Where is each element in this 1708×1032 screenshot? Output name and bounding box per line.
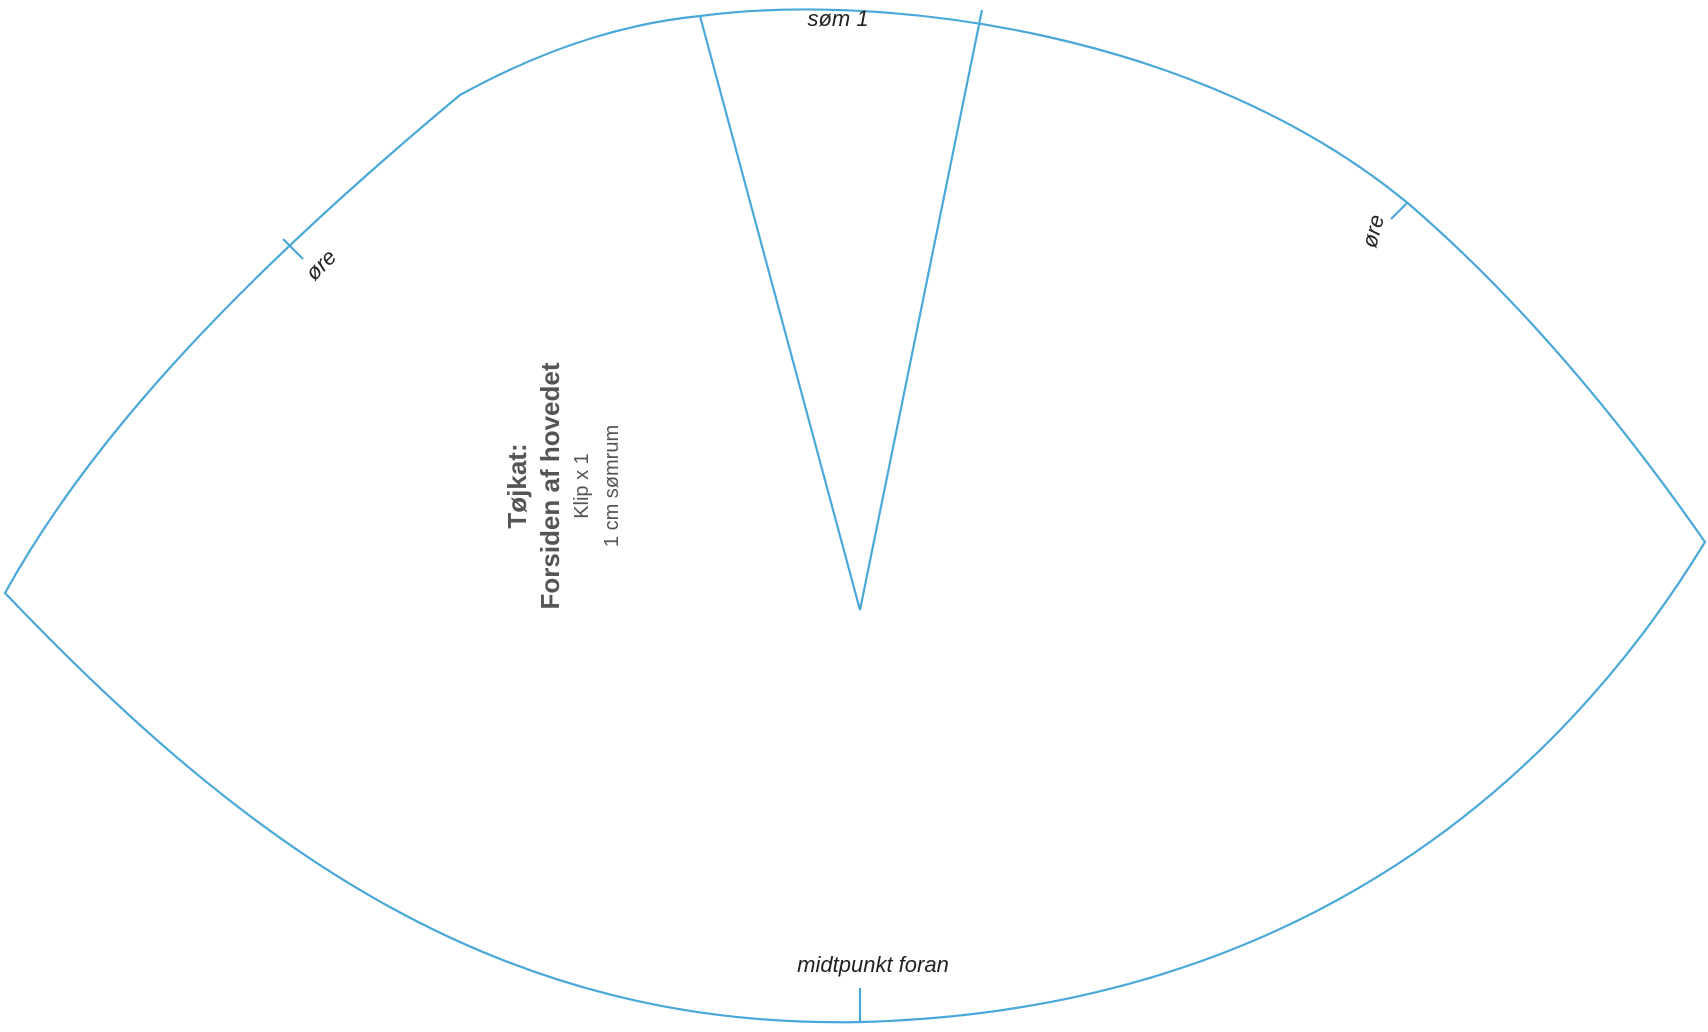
ear-left-label: øre bbox=[300, 244, 341, 285]
dart-label: søm 1 bbox=[807, 6, 868, 31]
ear-right-notch bbox=[1390, 202, 1408, 220]
center-front-label: midtpunkt foran bbox=[797, 952, 949, 977]
cut-instruction: Klip x 1 bbox=[571, 453, 593, 519]
ear-left-notch bbox=[282, 238, 304, 260]
dart-line bbox=[698, 9, 984, 611]
title-line-2: Forsiden af hovedet bbox=[535, 362, 565, 609]
ear-right-label: øre bbox=[1356, 212, 1389, 250]
title-block: Tøjkat: Forsiden af hovedet Klip x 1 1 c… bbox=[502, 362, 623, 609]
title-line-1: Tøjkat: bbox=[502, 443, 532, 528]
seam-allowance: 1 cm sømrum bbox=[601, 425, 623, 547]
pattern-outline bbox=[3, 8, 1707, 1024]
